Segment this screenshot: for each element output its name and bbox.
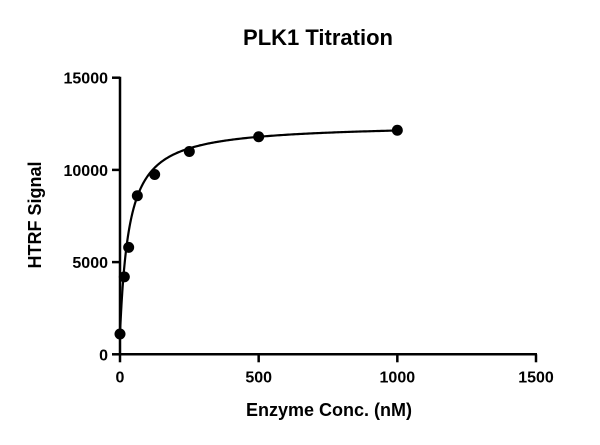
x-tick-label: 1500 [518,369,554,386]
y-tick-label: 15000 [64,71,109,88]
chart-title: PLK1 Titration [243,25,393,50]
x-tick-label: 1000 [380,369,416,386]
y-axis-label: HTRF Signal [25,162,45,269]
data-point [183,145,195,157]
y-tick-label: 0 [99,347,108,364]
data-point [149,169,161,181]
fit-curve [118,129,398,335]
y-tick-label: 10000 [64,163,109,180]
data-point [123,241,135,253]
data-point [253,131,265,143]
data-point [114,328,126,340]
x-axis-label: Enzyme Conc. (nM) [246,400,412,420]
data-point [118,271,130,283]
data-points [114,124,403,340]
x-tick-label: 500 [245,369,272,386]
y-tick-label: 5000 [72,255,108,272]
x-tick-label: 0 [116,369,125,386]
data-point [391,124,403,136]
data-point [131,190,143,202]
